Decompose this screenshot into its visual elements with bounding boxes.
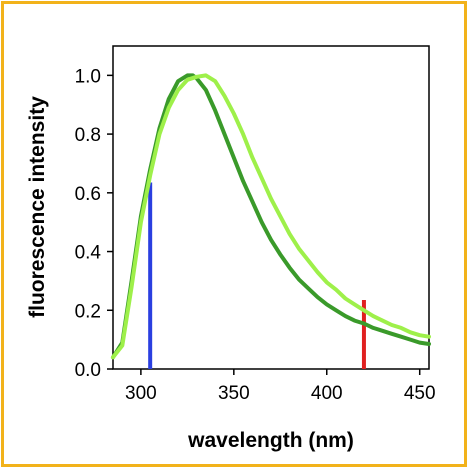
series-line-1 (111, 73, 431, 360)
y-axis-title: fluorescence intensity (26, 96, 49, 318)
axis-ticks: 300 350 400 450 0.0 0.2 0.4 0.6 0.8 1.0 (75, 66, 436, 404)
x-tick-label: 450 (404, 383, 436, 404)
x-axis-title: wavelength (nm) (187, 429, 354, 452)
figure-border (1, 1, 467, 467)
x-tick-label: 300 (125, 383, 157, 404)
x-tick-label: 400 (311, 383, 343, 404)
data-marks (111, 73, 431, 369)
y-tick-label: 0.8 (75, 125, 101, 146)
plot-area (112, 45, 430, 370)
series-line-2 (111, 73, 431, 360)
y-tick-label: 0.4 (75, 243, 102, 264)
y-tick-label: 0.0 (75, 360, 101, 381)
y-tick-label: 1.0 (75, 66, 101, 87)
y-tick-label: 0.2 (75, 301, 101, 322)
y-tick-label: 0.6 (75, 184, 101, 205)
x-tick-label: 350 (218, 383, 250, 404)
